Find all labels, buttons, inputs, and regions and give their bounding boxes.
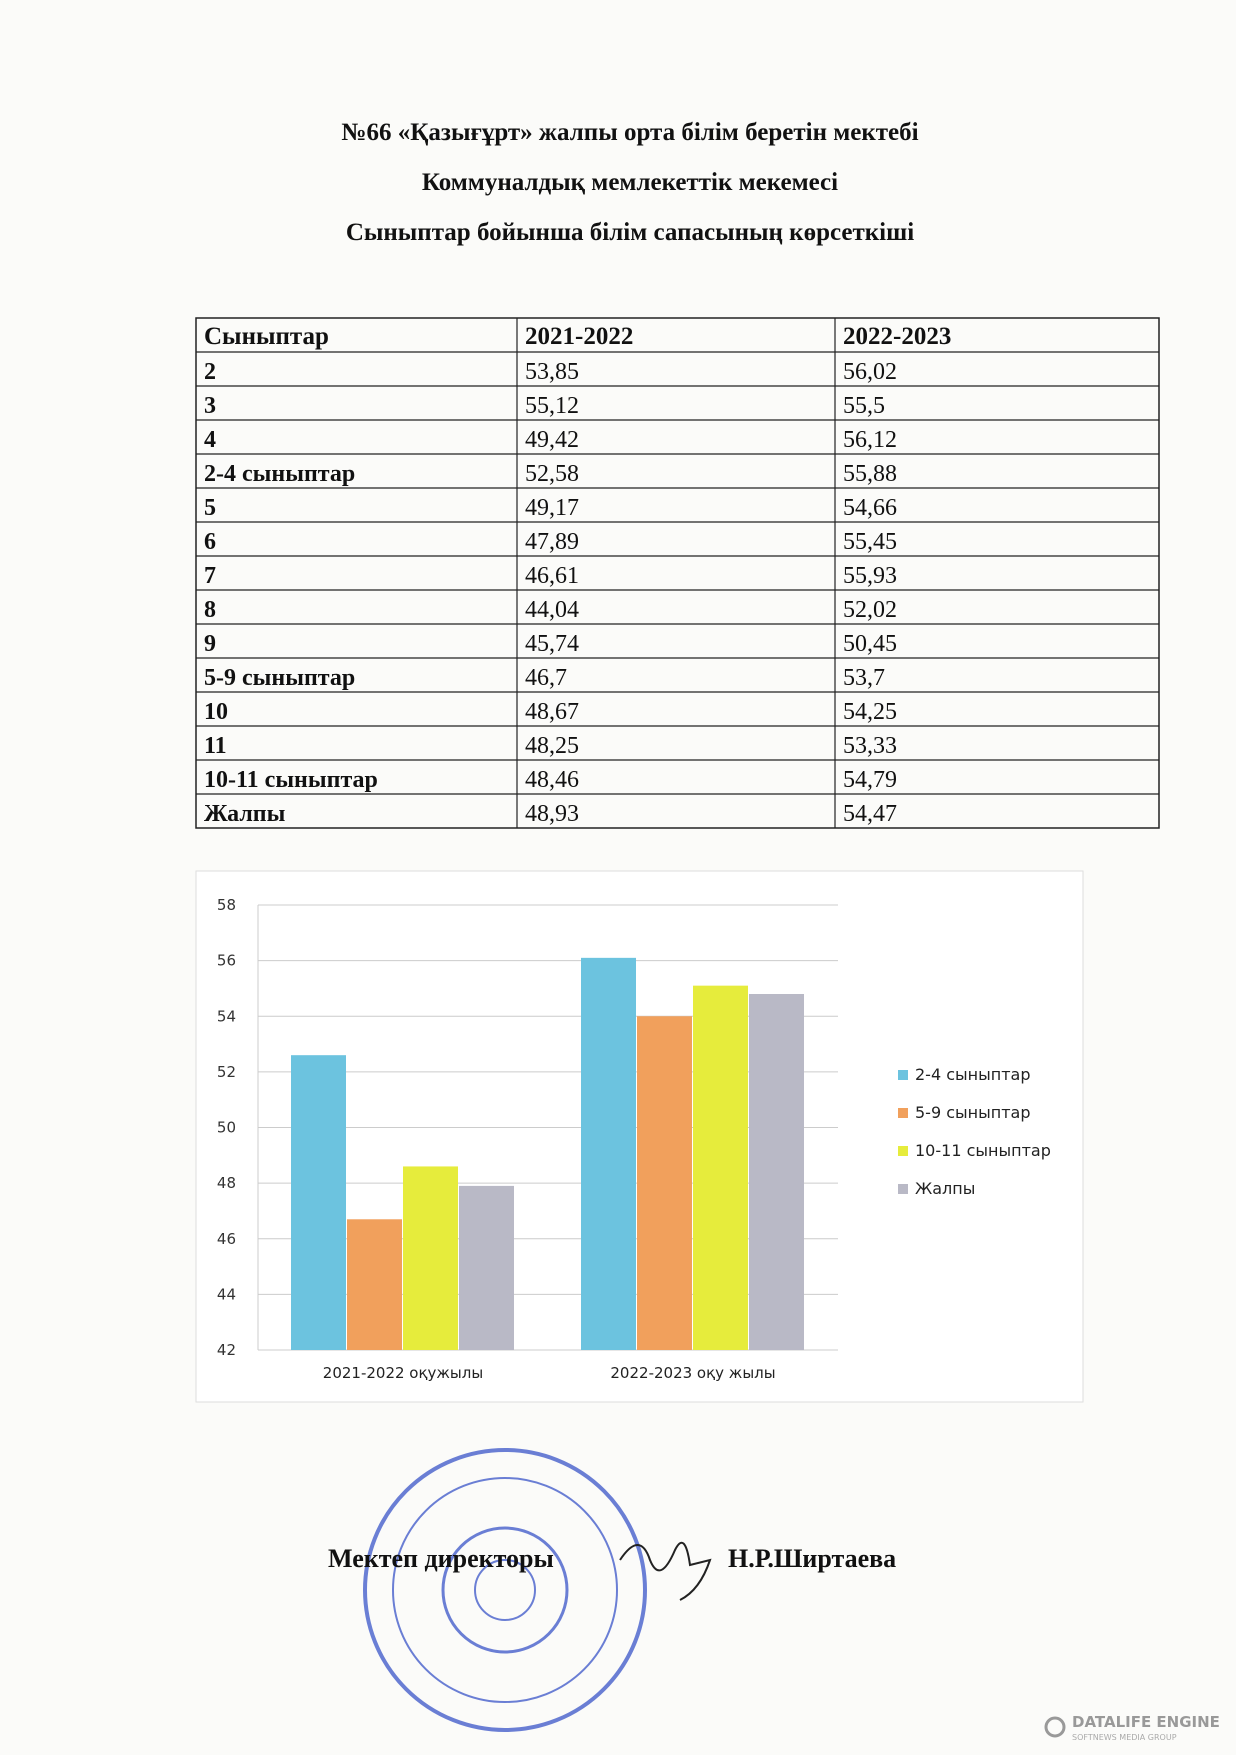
y-tick-label: 42 bbox=[217, 1341, 236, 1359]
table-cell: 49,17 bbox=[525, 495, 579, 521]
legend-label: Жалпы bbox=[915, 1179, 975, 1198]
watermark-subtitle: SOFTNEWS MEDIA GROUP bbox=[1072, 1733, 1177, 1742]
signature-scribble bbox=[619, 1541, 712, 1601]
table-cell: 10 bbox=[204, 699, 228, 725]
x-tick-label: 2021-2022 оқужылы bbox=[323, 1364, 483, 1382]
table-cell: 55,12 bbox=[525, 393, 579, 419]
table-cell: 53,33 bbox=[843, 733, 897, 759]
table-cell: 50,45 bbox=[843, 631, 897, 657]
table-cell: 53,85 bbox=[525, 359, 579, 385]
table-cell: 48,25 bbox=[525, 733, 579, 759]
signature-role: Мектеп директоры bbox=[328, 1544, 554, 1573]
watermark-logo bbox=[1044, 1716, 1066, 1738]
table-cell: 56,12 bbox=[843, 427, 897, 453]
table-cell: 5-9 сыныптар bbox=[204, 665, 355, 691]
header-line: Коммуналдық мемлекеттік мекемесі bbox=[422, 169, 838, 196]
table-cell: 52,58 bbox=[525, 461, 579, 487]
table-cell: 46,61 bbox=[525, 563, 579, 589]
table-cell: 55,88 bbox=[843, 461, 897, 487]
bar bbox=[693, 985, 748, 1350]
table-cell: 3 bbox=[204, 393, 216, 419]
legend-label: 5-9 сыныптар bbox=[915, 1103, 1030, 1122]
table-cell: 45,74 bbox=[525, 631, 579, 657]
table-header-cell: 2022-2023 bbox=[843, 323, 951, 350]
table-header-cell: Сыныптар bbox=[204, 323, 329, 350]
table-cell: 4 bbox=[204, 427, 216, 453]
bar bbox=[403, 1166, 458, 1350]
table-border bbox=[195, 317, 1160, 829]
signature-name: Н.Р.Ширтаева bbox=[728, 1544, 896, 1573]
table-cell: 47,89 bbox=[525, 529, 579, 555]
header-line: №66 «Қазығұрт» жалпы орта білім беретін … bbox=[341, 119, 918, 146]
table-cell: 2-4 сыныптар bbox=[204, 461, 355, 487]
table-cell: 55,5 bbox=[843, 393, 885, 419]
table-cell: 44,04 bbox=[525, 597, 579, 623]
bar bbox=[347, 1219, 402, 1350]
bar bbox=[749, 994, 804, 1350]
table-cell: 8 bbox=[204, 597, 216, 623]
y-tick-label: 56 bbox=[217, 952, 236, 970]
table-cell: 11 bbox=[204, 733, 227, 759]
bar bbox=[291, 1055, 346, 1350]
y-tick-label: 52 bbox=[217, 1063, 236, 1081]
stamp bbox=[363, 1448, 647, 1732]
legend-swatch bbox=[898, 1146, 908, 1156]
table-header-cell: 2021-2022 bbox=[525, 323, 633, 350]
y-tick-label: 44 bbox=[217, 1285, 236, 1303]
table-cell: 54,66 bbox=[843, 495, 897, 521]
header-line: Сыныптар бойынша білім сапасының көрсетк… bbox=[346, 219, 914, 246]
y-tick-label: 58 bbox=[217, 896, 236, 914]
y-tick-label: 48 bbox=[217, 1174, 236, 1192]
table-cell: 56,02 bbox=[843, 359, 897, 385]
table-cell: 52,02 bbox=[843, 597, 897, 623]
bar bbox=[459, 1185, 514, 1350]
legend-swatch bbox=[898, 1070, 908, 1080]
bar bbox=[637, 1016, 692, 1350]
y-tick-label: 46 bbox=[217, 1230, 236, 1248]
table-cell: 9 bbox=[204, 631, 216, 657]
x-tick-label: 2022-2023 оқу жылы bbox=[610, 1364, 775, 1382]
table-cell: 48,67 bbox=[525, 699, 579, 725]
table-cell: 54,79 bbox=[843, 767, 897, 793]
table-cell: 55,45 bbox=[843, 529, 897, 555]
table-cell: 53,7 bbox=[843, 665, 885, 691]
table-cell: 46,7 bbox=[525, 665, 567, 691]
table-cell: Жалпы bbox=[204, 801, 286, 827]
table-cell: 7 bbox=[204, 563, 216, 589]
table-cell: 49,42 bbox=[525, 427, 579, 453]
y-tick-label: 50 bbox=[217, 1119, 236, 1137]
watermark-title: DATALIFE ENGINE bbox=[1072, 1713, 1220, 1731]
bar bbox=[581, 957, 636, 1350]
table-cell: 2 bbox=[204, 359, 216, 385]
table-cell: 48,93 bbox=[525, 801, 579, 827]
table-cell: 54,25 bbox=[843, 699, 897, 725]
y-tick-label: 54 bbox=[217, 1007, 236, 1025]
table-cell: 48,46 bbox=[525, 767, 579, 793]
table-cell: 55,93 bbox=[843, 563, 897, 589]
table-cell: 6 bbox=[204, 529, 216, 555]
table-cell: 54,47 bbox=[843, 801, 897, 827]
legend-swatch bbox=[898, 1184, 908, 1194]
legend-swatch bbox=[898, 1108, 908, 1118]
legend-label: 2-4 сыныптар bbox=[915, 1065, 1030, 1084]
legend-label: 10-11 сыныптар bbox=[915, 1141, 1051, 1160]
table-cell: 10-11 сыныптар bbox=[204, 767, 378, 793]
table-cell: 5 bbox=[204, 495, 216, 521]
